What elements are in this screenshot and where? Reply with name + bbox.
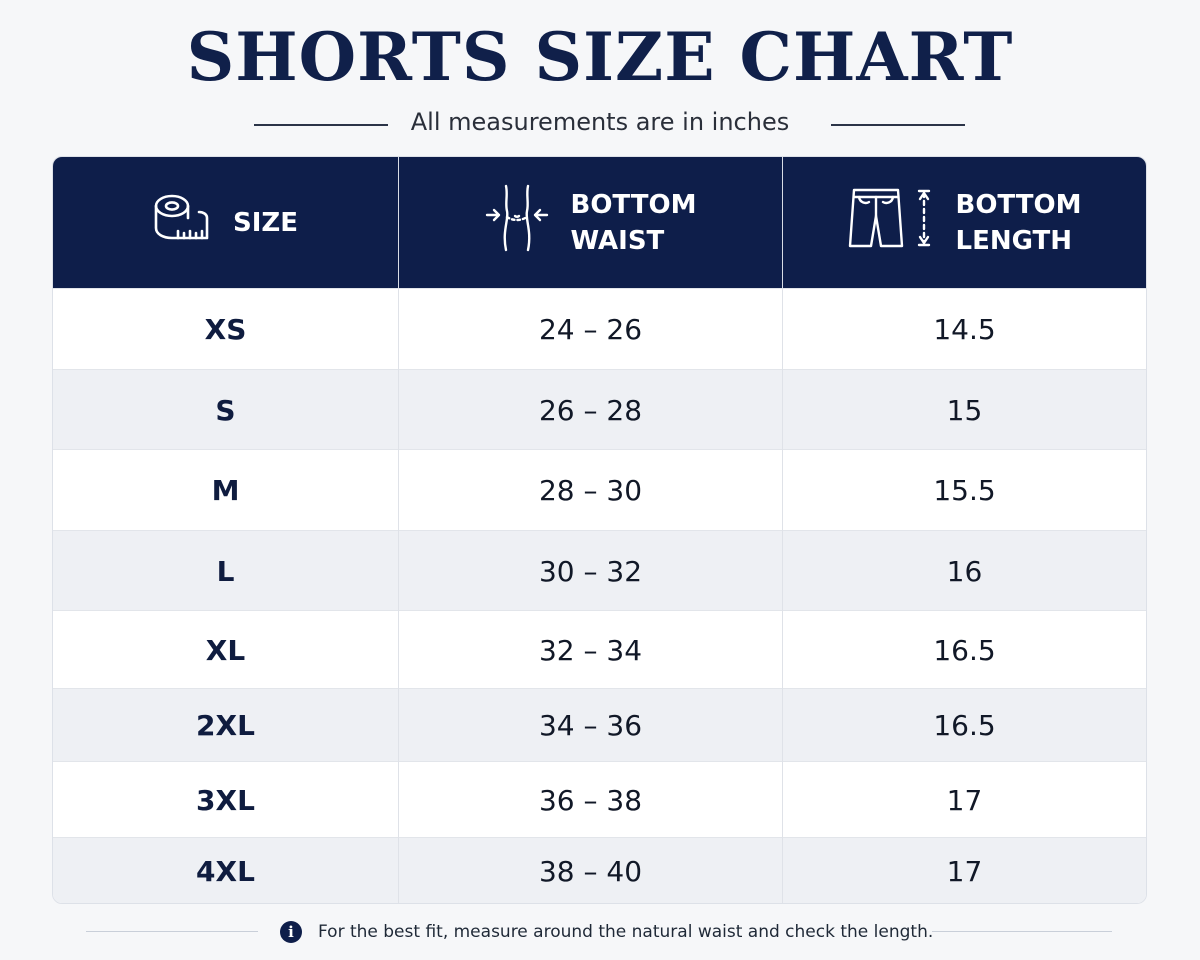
length-cell: 16: [946, 554, 983, 588]
footer-text: For the best fit, measure around the nat…: [318, 922, 934, 942]
size-cell: L: [216, 554, 235, 588]
column-divider: [398, 288, 399, 903]
size-cell: M: [211, 474, 240, 507]
waist-cell: 38 – 40: [538, 854, 643, 888]
footer-divider-right: [932, 931, 1112, 932]
header-bottom-length-label: BOTTOM LENGTH: [955, 189, 1082, 256]
waist-cell: 24 – 26: [538, 313, 643, 346]
header-bottom-waist: BOTTOM WAIST: [399, 157, 782, 288]
size-cell: XS: [204, 313, 247, 346]
page-title: SHORTS SIZE CHART: [186, 18, 1014, 96]
length-cell: 16.5: [933, 709, 996, 742]
table-row: 4XL 38 – 40 17: [53, 837, 1146, 903]
subtitle-row: All measurements are in inches: [0, 104, 1200, 140]
size-cell: S: [215, 393, 236, 427]
header-divider: [398, 157, 399, 288]
length-cell: 15: [946, 393, 983, 427]
table-row: M 28 – 30 15.5: [53, 449, 1146, 531]
size-cell: XL: [205, 633, 246, 667]
subtitle: All measurements are in inches: [410, 108, 790, 136]
column-divider: [782, 288, 783, 903]
length-cell: 15.5: [933, 474, 996, 507]
footer-divider-left: [86, 931, 258, 932]
waist-cell: 30 – 32: [538, 554, 643, 588]
table-row: 2XL 34 – 36 16.5: [53, 688, 1146, 762]
table-row: 3XL 36 – 38 17: [53, 761, 1146, 838]
length-cell: 17: [946, 783, 983, 817]
waist-cell: 28 – 30: [538, 474, 643, 507]
header-size-label: SIZE: [232, 207, 298, 238]
size-cell: 4XL: [196, 854, 255, 888]
length-cell: 14.5: [933, 313, 996, 346]
table-row: XL 32 – 34 16.5: [53, 610, 1146, 689]
footer-note: i For the best fit, measure around the n…: [0, 912, 1200, 952]
table-row: XS 24 – 26 14.5: [53, 288, 1146, 370]
waist-measure-icon: [485, 183, 549, 263]
waist-cell: 32 – 34: [538, 633, 643, 667]
footer-content: i For the best fit, measure around the n…: [280, 920, 933, 944]
header-bottom-waist-label: BOTTOM WAIST: [570, 189, 697, 256]
measuring-tape-icon: [153, 190, 211, 256]
subtitle-divider-left: [254, 124, 388, 126]
size-cell: 2XL: [196, 709, 255, 742]
header-size: SIZE: [53, 157, 398, 288]
waist-cell: 36 – 38: [538, 783, 643, 817]
waist-cell: 34 – 36: [538, 709, 643, 742]
size-cell: 3XL: [196, 783, 255, 817]
size-chart-table: SIZE BOTTOM WAIST: [52, 156, 1147, 904]
length-cell: 17: [946, 854, 983, 888]
table-header: SIZE BOTTOM WAIST: [53, 157, 1146, 288]
length-cell: 16.5: [933, 633, 996, 667]
table-row: S 26 – 28 15: [53, 369, 1146, 450]
header-divider: [782, 157, 783, 288]
shorts-length-icon: [848, 186, 934, 260]
header-bottom-length: BOTTOM LENGTH: [783, 157, 1146, 288]
subtitle-divider-right: [831, 124, 965, 126]
waist-cell: 26 – 28: [538, 393, 643, 427]
table-row: L 30 – 32 16: [53, 530, 1146, 611]
info-icon: i: [280, 921, 302, 943]
